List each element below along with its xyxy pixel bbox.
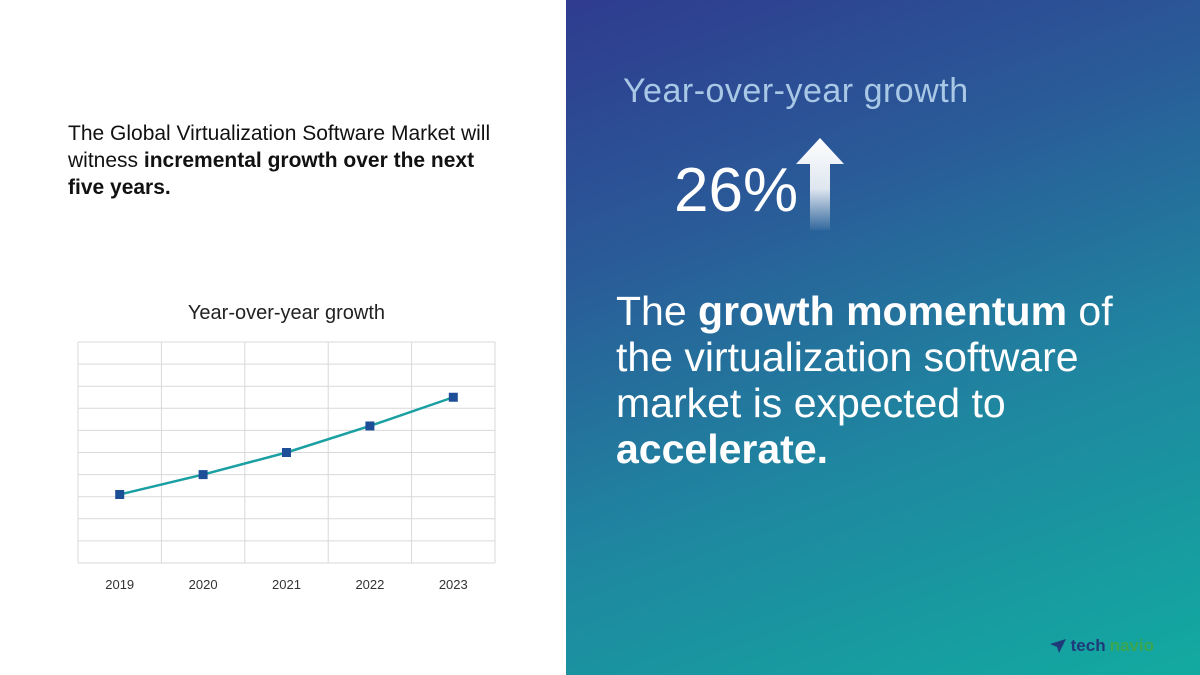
momentum-statement: The growth momentum of the virtualizatio… [616,288,1156,472]
x-tick-label: 2020 [189,577,218,592]
statement-part2: of the virtualization software market is… [616,288,1113,426]
statement-bold1: growth momentum [698,288,1068,334]
chart-title: Year-over-year growth [187,302,386,324]
intro-text: The Global Virtualization Software Marke… [68,120,508,201]
left-panel: The Global Virtualization Software Marke… [0,0,566,675]
data-point-2021 [282,448,291,457]
right-panel: Year-over-year growth 26% The growth mom… [566,0,1200,675]
headline-title: Year-over-year growth [623,72,969,110]
x-tick-label: 2022 [355,577,384,592]
growth-line-chart: 2019 2020 2021 2022 2023 [77,341,496,592]
statement-bold2: accelerate. [616,426,829,472]
brand-arrow-icon [1049,639,1066,653]
x-tick-label: 2023 [439,577,468,592]
series-line [119,396,454,496]
brand-text-navio: navio [1109,636,1154,655]
x-tick-label: 2021 [272,577,301,592]
data-point-2019 [115,489,125,499]
intro-text-part1: The Global Virtualization Software Marke… [68,122,491,172]
x-tick-label: 2019 [105,577,134,592]
brand-text-tech: tech [1070,636,1106,655]
data-point-2023 [448,392,458,402]
technavio-logo: tech navio [1049,636,1154,656]
growth-metric: 26% [674,156,799,225]
data-point-2022 [365,421,375,431]
up-arrow-icon [796,138,844,230]
data-point-2020 [198,470,208,480]
intro-text-bold: incremental growth over the next five ye… [68,149,475,199]
statement-part1: The [616,288,699,334]
